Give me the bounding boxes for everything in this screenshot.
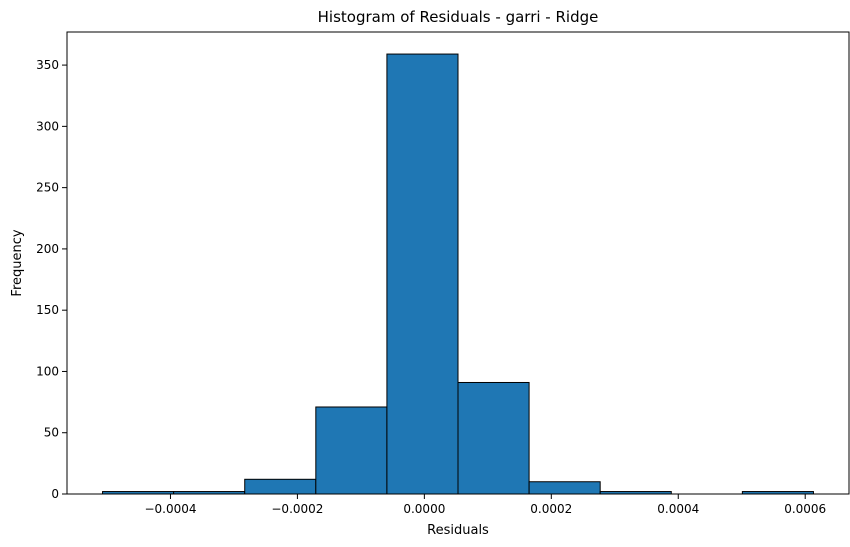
x-tick-label: 0.0004 (657, 502, 699, 516)
x-tick-label: 0.0006 (784, 502, 826, 516)
plot-frame (66, 31, 850, 495)
y-tick-label: 350 (36, 58, 59, 72)
chart-title: Histogram of Residuals - garri - Ridge (318, 8, 599, 26)
y-axis-label: Frequency (10, 229, 25, 296)
bars-group (102, 53, 814, 495)
y-axis: 0 50 100 150 200 250 300 350 (36, 58, 67, 501)
x-tick-label: −0.0002 (271, 502, 323, 516)
y-tick-label: 150 (36, 303, 59, 317)
histogram-bar (528, 481, 601, 495)
histogram-bar (315, 406, 388, 495)
y-tick-label: 100 (36, 364, 59, 378)
x-tick-label: −0.0004 (144, 502, 196, 516)
x-tick-label: 0.0000 (403, 502, 445, 516)
histogram-bar (457, 381, 530, 495)
y-tick-label: 300 (36, 119, 59, 133)
x-axis-label: Residuals (427, 523, 489, 538)
x-tick-label: 0.0002 (530, 502, 572, 516)
histogram-bar (386, 53, 459, 495)
y-tick-label: 50 (44, 426, 59, 440)
y-tick-label: 200 (36, 242, 59, 256)
histogram-bar (244, 478, 317, 495)
y-tick-label: 250 (36, 181, 59, 195)
x-axis: −0.0004 −0.0002 0.0000 0.0002 0.0004 0.0006 (144, 494, 826, 516)
y-tick-label: 0 (51, 487, 59, 501)
